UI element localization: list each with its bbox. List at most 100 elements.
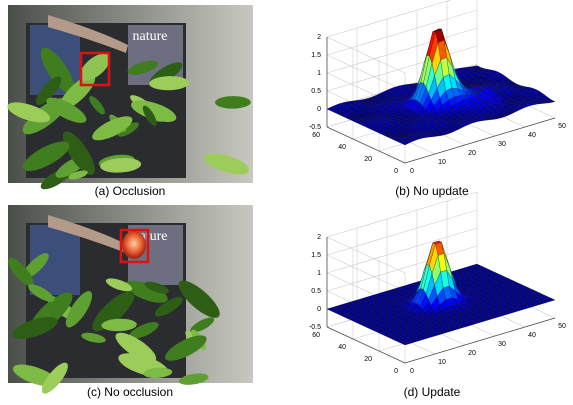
z-tick-label: 1 bbox=[317, 70, 321, 77]
y-tick-label: 40 bbox=[338, 344, 346, 351]
caption: (c) No occlusion bbox=[87, 385, 173, 399]
magazine-title: nature bbox=[133, 29, 168, 44]
leaf bbox=[89, 96, 105, 115]
leaf bbox=[28, 284, 55, 302]
leaf bbox=[165, 335, 207, 361]
grid-line bbox=[326, 254, 406, 292]
z-tick-label: 1.5 bbox=[311, 52, 321, 59]
leaf bbox=[8, 257, 34, 287]
grid-line bbox=[326, 54, 406, 92]
leaf bbox=[143, 367, 173, 379]
leaf bbox=[100, 158, 142, 173]
leaf bbox=[117, 122, 139, 137]
grid-line bbox=[326, 191, 478, 238]
y-tick-label: 60 bbox=[312, 132, 320, 139]
leaf bbox=[154, 296, 183, 317]
grid-line bbox=[326, 227, 478, 274]
floor-axes bbox=[326, 317, 556, 364]
x-tick-label: 20 bbox=[468, 350, 476, 357]
leaf bbox=[12, 317, 58, 339]
toy bbox=[122, 231, 146, 259]
z-tick-label: 0 bbox=[317, 106, 321, 113]
x-tick-label: 20 bbox=[468, 150, 476, 157]
x-tick-label: 0 bbox=[410, 168, 414, 175]
caption: (d) Update bbox=[404, 385, 461, 399]
grid-line bbox=[326, 245, 478, 292]
arm bbox=[48, 215, 128, 253]
z-tick-label: 1 bbox=[317, 270, 321, 277]
x-tick-label: 50 bbox=[558, 123, 566, 130]
leaf bbox=[144, 281, 169, 294]
leaf bbox=[128, 322, 159, 339]
leaf bbox=[124, 280, 168, 303]
floor-axes bbox=[326, 117, 556, 164]
grid-line bbox=[326, 45, 478, 92]
arm bbox=[48, 15, 128, 53]
grid-line bbox=[326, 27, 478, 74]
y-tick-label: 20 bbox=[364, 356, 372, 363]
leaf bbox=[115, 332, 157, 363]
caption: (b) No update bbox=[395, 184, 469, 198]
z-tick-label: -0.5 bbox=[309, 324, 321, 331]
leaf bbox=[101, 318, 137, 332]
leaf bbox=[59, 74, 96, 110]
surface-cell bbox=[402, 341, 412, 346]
x-tick-label: 0 bbox=[410, 368, 414, 375]
x-tick-label: 50 bbox=[558, 323, 566, 330]
x-tick-label: 30 bbox=[498, 341, 506, 348]
y-tick-label: 20 bbox=[364, 156, 372, 163]
leaf bbox=[41, 362, 68, 394]
leaf bbox=[203, 153, 250, 175]
grid-line bbox=[326, 209, 478, 256]
leaf bbox=[178, 373, 209, 385]
y-tick-label: 40 bbox=[338, 144, 346, 151]
leaf bbox=[7, 102, 51, 123]
photo: nature bbox=[8, 205, 253, 394]
leaf bbox=[190, 317, 215, 333]
photo: nature bbox=[7, 5, 253, 190]
leaf bbox=[22, 141, 70, 171]
z-tick-label: 0.5 bbox=[311, 88, 321, 95]
x-tick-label: 10 bbox=[438, 159, 446, 166]
z-tick-label: 2 bbox=[317, 34, 321, 41]
tracking-box bbox=[119, 228, 150, 264]
leaf bbox=[105, 278, 133, 292]
leaf bbox=[40, 47, 75, 94]
caption: (a) Occlusion bbox=[95, 184, 166, 198]
x-tick-label: 40 bbox=[528, 332, 536, 339]
leaf bbox=[80, 53, 110, 81]
z-tick-label: 1.5 bbox=[311, 252, 321, 259]
x-tick-label: 40 bbox=[528, 132, 536, 139]
z-tick-label: 0.5 bbox=[311, 288, 321, 295]
y-tick-label: 0 bbox=[394, 368, 398, 375]
leaf bbox=[65, 291, 93, 328]
y-tick-label: 0 bbox=[394, 168, 398, 175]
tracking-box bbox=[79, 51, 111, 87]
grid-line bbox=[326, 36, 406, 74]
leaf bbox=[149, 76, 190, 91]
x-tick-label: 10 bbox=[438, 359, 446, 366]
x-tick-label: 30 bbox=[498, 141, 506, 148]
surface-cell bbox=[402, 140, 412, 146]
leaf bbox=[35, 76, 62, 106]
leaf bbox=[92, 291, 135, 332]
leaf bbox=[81, 332, 106, 343]
z-tick-label: 2 bbox=[317, 234, 321, 241]
z-tick-label: -0.5 bbox=[309, 124, 321, 131]
leaf bbox=[178, 280, 220, 318]
y-tick-label: 60 bbox=[312, 332, 320, 339]
grid-line bbox=[326, 9, 478, 56]
leaf bbox=[131, 100, 177, 123]
leaf bbox=[142, 105, 157, 126]
leaf bbox=[68, 170, 88, 180]
leaf bbox=[92, 116, 133, 141]
grid-line bbox=[326, 0, 452, 38]
leaf bbox=[127, 60, 158, 75]
leaf bbox=[62, 131, 95, 175]
z-tick-label: 0 bbox=[317, 306, 321, 313]
grid-line bbox=[326, 236, 406, 274]
leaf bbox=[46, 97, 87, 123]
